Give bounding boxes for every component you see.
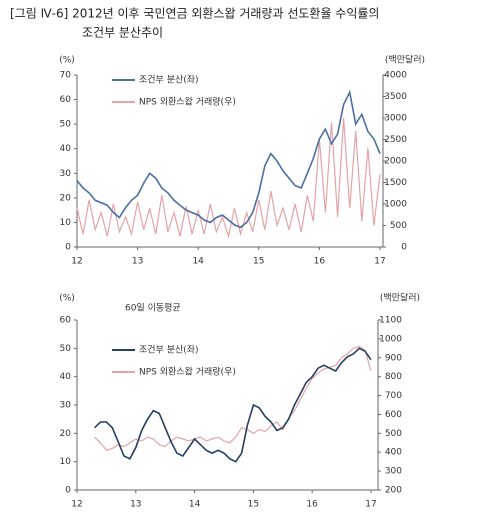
y-tick-label: 40 (60, 144, 72, 154)
y2-tick-label: 300 (385, 467, 402, 477)
y-axis-unit: (%) (59, 294, 75, 304)
y-tick-label: 10 (60, 457, 72, 467)
y-axis-unit: (%) (59, 56, 75, 66)
x-tick-label: 17 (365, 500, 376, 510)
y-tick-label: 60 (60, 316, 72, 326)
y2-tick-label: 500 (390, 221, 407, 231)
x-tick-label: 16 (314, 257, 326, 267)
y2-tick-label: 1100 (379, 316, 402, 326)
y-tick-label: 50 (60, 344, 72, 354)
y-tick-label: 20 (60, 193, 72, 203)
y2-tick-label: 0 (401, 243, 407, 253)
y2-tick-label: 1000 (384, 200, 407, 210)
series-line (94, 345, 372, 451)
y-tick-label: 40 (60, 372, 72, 382)
legend-label: 조건부 분산(좌) (139, 345, 199, 356)
y2-tick-label: 600 (385, 410, 402, 420)
series-line (76, 117, 381, 239)
series-line (76, 89, 381, 229)
y2-tick-label: 700 (385, 391, 402, 401)
y2-tick-label: 3500 (384, 92, 407, 102)
y2-tick-label: 200 (385, 486, 402, 496)
y2-tick-label: 2000 (384, 157, 407, 167)
x-tick-label: 17 (374, 257, 385, 267)
y2-axis-unit: (백만달러) (380, 292, 420, 304)
legend-label: NPS 외환스왑 거래량(우) (139, 366, 236, 378)
title: [그림 Ⅳ-6] 2012년 이후 국민연금 외환스왑 거래량과 선도환율 수익… (10, 7, 379, 21)
y2-tick-label: 4000 (384, 71, 407, 81)
x-tick-label: 14 (189, 500, 201, 510)
legend-label: 조건부 분산(좌) (139, 75, 199, 86)
y-tick-label: 20 (60, 429, 72, 439)
y-tick-label: 70 (60, 71, 72, 81)
y-tick-label: 0 (65, 486, 71, 496)
y-tick-label: 30 (60, 169, 72, 179)
y2-tick-label: 2500 (384, 135, 407, 145)
y2-tick-label: 500 (385, 429, 402, 439)
y2-tick-label: 1000 (379, 334, 402, 344)
series-line (94, 347, 372, 463)
x-tick-label: 15 (248, 500, 259, 510)
legend-label: NPS 외환스왑 거래량(우) (139, 96, 236, 108)
y-tick-label: 50 (60, 120, 72, 130)
x-tick-label: 16 (306, 500, 318, 510)
x-tick-label: 12 (71, 257, 82, 267)
y2-tick-label: 3000 (384, 114, 407, 124)
y-tick-label: 30 (60, 401, 72, 411)
x-tick-label: 13 (130, 500, 141, 510)
x-tick-label: 15 (253, 257, 264, 267)
title: 조건부 분산추이 (82, 26, 163, 40)
y-tick-label: 60 (60, 95, 72, 105)
x-tick-label: 14 (192, 257, 204, 267)
y2-tick-label: 1500 (384, 178, 407, 188)
y2-tick-label: 800 (385, 372, 402, 382)
y2-tick-label: 900 (385, 353, 402, 363)
x-tick-label: 13 (132, 257, 143, 267)
y2-axis-unit: (백만달러) (385, 54, 425, 66)
x-tick-label: 12 (71, 500, 82, 510)
annotation: 60일 이동평균 (125, 303, 181, 314)
y-tick-label: 0 (65, 243, 71, 253)
y2-tick-label: 400 (385, 448, 402, 458)
y-tick-label: 10 (60, 218, 72, 228)
